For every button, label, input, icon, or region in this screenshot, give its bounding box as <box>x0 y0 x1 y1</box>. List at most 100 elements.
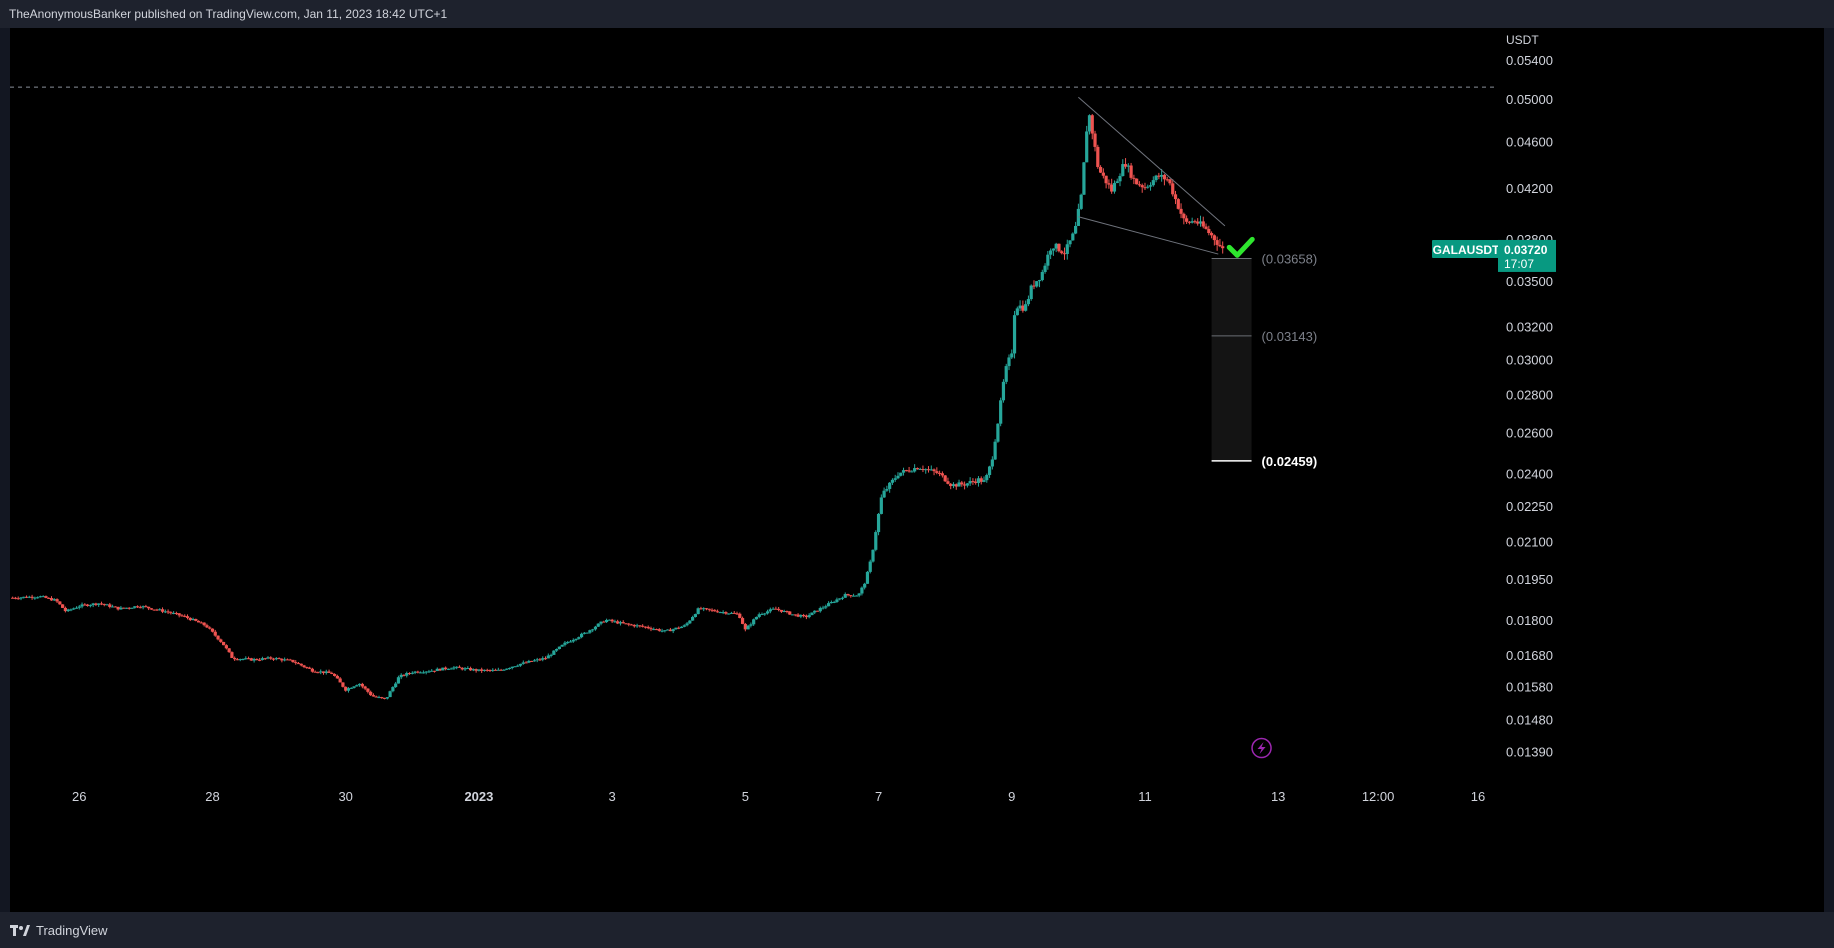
candle-body <box>585 632 589 634</box>
price-tick-label: 0.01580 <box>1506 679 1553 694</box>
candle-body <box>77 606 81 608</box>
candle-body <box>863 583 867 588</box>
candle-body <box>63 607 67 612</box>
candle-body <box>61 604 65 608</box>
tradingview-logo-icon <box>10 925 30 936</box>
candle-body <box>965 483 969 486</box>
candle-body <box>466 668 470 670</box>
candle-body <box>208 627 212 629</box>
candle-body <box>294 662 298 664</box>
candle-body <box>246 658 251 660</box>
wedge-lower-trendline[interactable] <box>1078 216 1219 255</box>
candle-body <box>291 659 295 663</box>
candle-body <box>74 607 79 609</box>
candle-body <box>727 613 731 615</box>
candle-body <box>432 670 437 672</box>
candle-body <box>1209 233 1214 236</box>
time-tick-label: 7 <box>875 789 882 804</box>
candle-body <box>557 646 561 650</box>
candle-body <box>940 473 944 476</box>
target-zone-box[interactable] <box>1211 258 1252 461</box>
candle-body <box>904 470 908 472</box>
candle-body <box>427 671 431 673</box>
candle-body <box>985 475 989 481</box>
candle-body <box>1112 183 1117 192</box>
candle-body <box>879 497 883 514</box>
candle-body <box>280 658 284 661</box>
candle-body <box>976 478 981 483</box>
candle-body <box>793 614 797 616</box>
candle-body <box>457 666 462 668</box>
candle-body <box>360 683 364 687</box>
candle-body <box>1160 174 1164 177</box>
candle-body <box>219 639 223 642</box>
chart-area[interactable]: (0.03658) (0.03143) (0.02459) USDT 0.05400 0.… <box>10 28 1824 912</box>
candle-body <box>530 660 534 662</box>
candle-body <box>1146 186 1150 188</box>
candle-body <box>960 482 964 485</box>
candle-body <box>166 611 170 613</box>
price-tick-label: 0.03200 <box>1506 320 1553 335</box>
candle-body <box>1143 187 1147 189</box>
candle-body <box>685 623 689 626</box>
candle-body <box>596 623 600 627</box>
candle-body <box>1068 240 1072 245</box>
candle-body <box>213 631 217 636</box>
candle-body <box>177 613 181 616</box>
candle-body <box>441 667 445 671</box>
candle-body <box>310 668 314 672</box>
candle-body <box>147 606 151 609</box>
candle-body <box>849 595 853 597</box>
time-tick-label: 30 <box>338 789 352 804</box>
candle-body <box>918 469 922 471</box>
lightning-icon[interactable] <box>1251 737 1272 759</box>
candle-body <box>488 669 492 671</box>
candle-body <box>480 669 484 671</box>
price-tick-label: 0.03500 <box>1506 274 1553 289</box>
candle-body <box>555 649 559 651</box>
candle-body <box>1096 146 1100 167</box>
candle-body <box>66 609 70 612</box>
candle-body <box>144 606 148 608</box>
candle-body <box>979 478 983 482</box>
candle-body <box>202 622 206 626</box>
candle-body <box>455 666 459 668</box>
candle-body <box>635 625 639 627</box>
candle-body <box>779 609 784 612</box>
candle-body <box>332 674 337 676</box>
candle-body <box>1221 246 1225 249</box>
candle-body <box>757 614 761 617</box>
candle-body <box>105 604 109 606</box>
candle-body <box>913 468 917 472</box>
candle-body <box>840 597 845 599</box>
candle-body <box>1201 221 1205 227</box>
candle-body <box>341 682 345 687</box>
candle-body <box>943 475 947 482</box>
candle-body <box>938 472 942 474</box>
candle-body <box>1198 221 1203 224</box>
candle-body <box>330 672 334 675</box>
candle-body <box>799 614 803 617</box>
candle-body <box>1207 228 1211 234</box>
candle-body <box>616 621 620 624</box>
tradingview-brand[interactable]: TradingView <box>10 923 108 938</box>
candle-body <box>740 618 745 624</box>
candle-body <box>579 633 584 638</box>
candle-body <box>344 686 348 691</box>
candle-body <box>133 606 137 608</box>
candle-body <box>704 608 709 610</box>
price-chart[interactable]: (0.03658) (0.03143) (0.02459) USDT 0.05400 0.… <box>10 28 1824 912</box>
candle-body <box>802 614 806 616</box>
candle-body <box>249 658 253 661</box>
candle-body <box>1121 164 1125 177</box>
candle-body <box>607 619 611 621</box>
candle-body <box>876 513 881 533</box>
wedge-upper-trendline[interactable] <box>1078 96 1226 227</box>
candle-body <box>566 642 570 644</box>
symbol-label: GALAUSDT <box>1433 243 1500 257</box>
candle-body <box>896 475 900 479</box>
candle-body <box>1193 221 1197 223</box>
candle-body <box>191 618 195 621</box>
candle-body <box>749 624 753 626</box>
candle-body <box>377 697 381 699</box>
